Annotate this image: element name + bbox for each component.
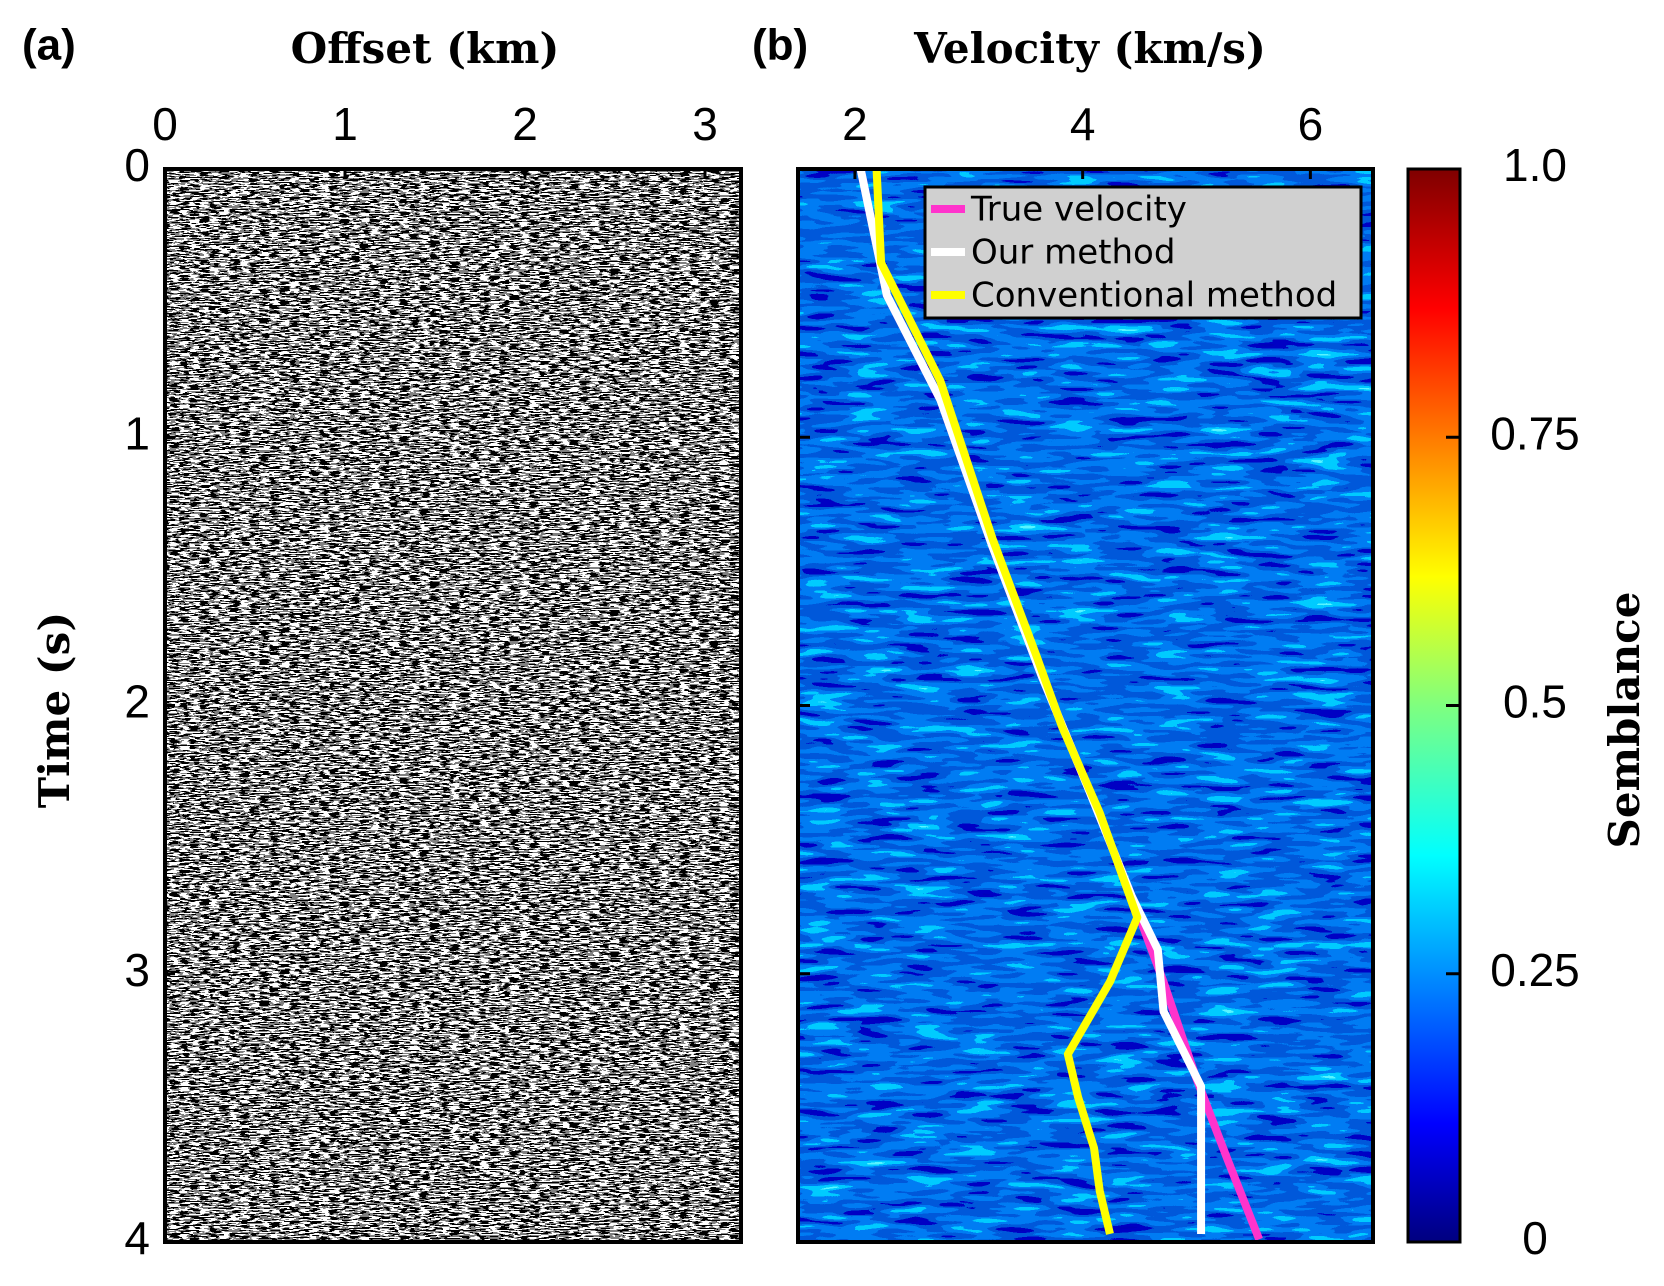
colorbar-tick-label: 0.25 bbox=[1490, 944, 1580, 996]
velocity-line bbox=[872, 168, 1142, 1235]
legend-label: Conventional method bbox=[971, 276, 1337, 316]
colorbar-tick-label: 0.5 bbox=[1503, 676, 1567, 728]
frame-b bbox=[796, 167, 1375, 1244]
x-axis-title: Velocity (km/s) bbox=[913, 24, 1266, 73]
panel-label: (b) bbox=[752, 21, 808, 70]
seismic-gather bbox=[165, 169, 741, 1242]
y-tick-label: 0 bbox=[124, 139, 150, 191]
x-tick-label: 4 bbox=[1070, 98, 1096, 150]
x-axis-title: Offset (km) bbox=[291, 24, 560, 73]
x-tick-label: 0 bbox=[152, 98, 178, 150]
colorbar-tick-label: 1.0 bbox=[1503, 139, 1567, 191]
x-tick-label: 2 bbox=[842, 98, 868, 150]
y-tick-label: 1 bbox=[124, 407, 150, 459]
legend-label: True velocity bbox=[970, 190, 1187, 230]
x-tick-label: 6 bbox=[1298, 98, 1324, 150]
y-axis-title: Time (s) bbox=[30, 612, 79, 808]
panel-label: (a) bbox=[22, 21, 76, 70]
x-tick-label: 1 bbox=[332, 98, 358, 150]
x-tick-label: 2 bbox=[512, 98, 538, 150]
y-tick-label: 3 bbox=[124, 944, 150, 996]
colorbar-title: Semblance bbox=[1600, 592, 1649, 849]
semblance-panel bbox=[798, 169, 1373, 1242]
colorbar-tick-label: 0.75 bbox=[1490, 407, 1580, 459]
x-tick-label: 3 bbox=[692, 98, 718, 150]
legend-label: Our method bbox=[971, 233, 1175, 273]
y-tick-label: 2 bbox=[124, 676, 150, 728]
y-tick-label: 4 bbox=[124, 1212, 150, 1264]
colorbar-tick-label: 0 bbox=[1522, 1212, 1548, 1264]
legend-box bbox=[923, 185, 1363, 320]
